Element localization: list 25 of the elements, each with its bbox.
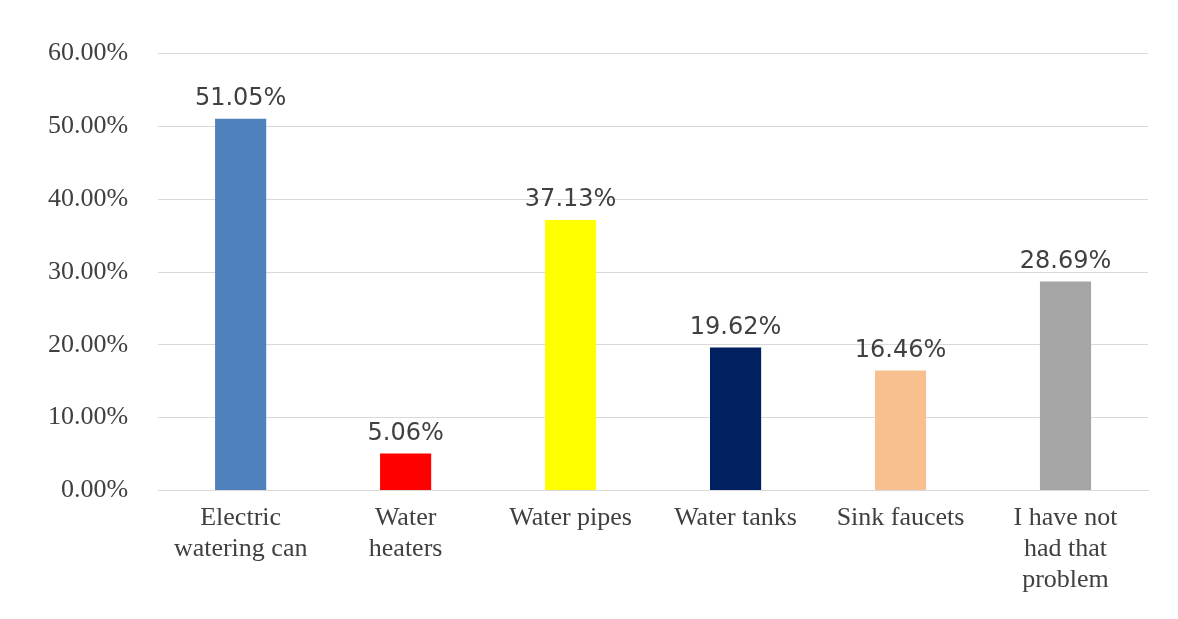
data-label: 5.06% <box>367 417 444 446</box>
x-tick-label: Water heaters <box>368 501 443 563</box>
bar <box>874 370 927 490</box>
x-tick-label: Sink faucets <box>836 501 965 531</box>
y-tick-label: 50.00% <box>47 110 129 140</box>
bar <box>710 347 762 490</box>
y-tick-label: 60.00% <box>47 37 129 67</box>
y-tick-label: 0.00% <box>60 474 129 504</box>
bar <box>1039 281 1092 490</box>
x-tick-label: Water tanks <box>674 501 797 531</box>
data-label: 51.05% <box>194 82 287 111</box>
y-tick-label: 40.00% <box>47 183 129 213</box>
x-tick-label: Water pipes <box>509 501 632 531</box>
data-label: 16.46% <box>854 334 947 363</box>
y-tick-label: 20.00% <box>47 328 129 358</box>
data-label: 28.69% <box>1019 245 1112 274</box>
x-tick-label: I have not had that problem <box>1013 501 1119 594</box>
y-tick-label: 30.00% <box>47 255 129 285</box>
data-label: 37.13% <box>524 184 617 213</box>
data-label: 19.62% <box>689 311 782 340</box>
x-tick-label: Electric watering can <box>173 501 308 563</box>
bar <box>545 220 597 490</box>
y-tick-label: 10.00% <box>47 401 129 431</box>
bar <box>380 453 432 490</box>
bar <box>215 118 267 490</box>
